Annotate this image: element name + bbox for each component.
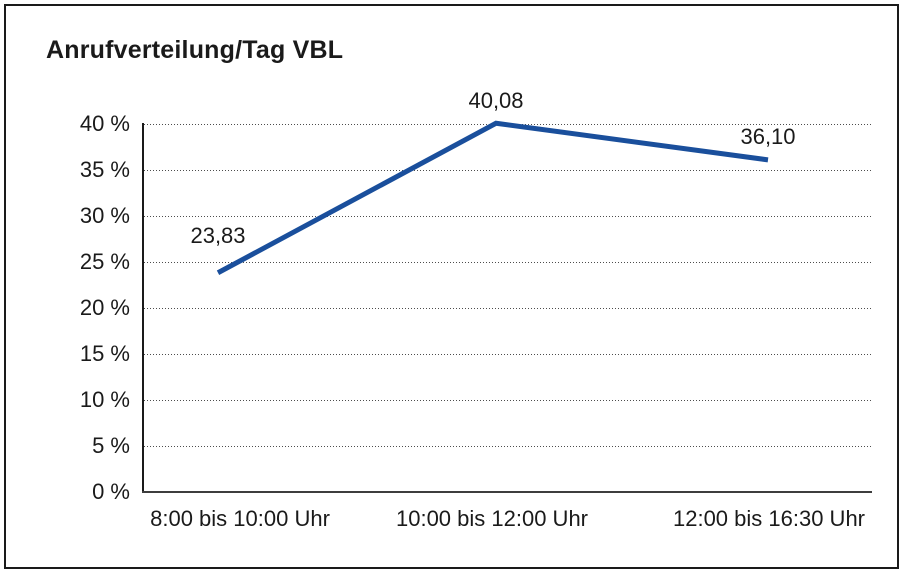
y-tick-label: 30 %	[79, 203, 130, 228]
y-tick-label: 5 %	[92, 433, 130, 458]
chart-title: Anrufverteilung/Tag VBL	[46, 36, 344, 64]
x-tick-label: 8:00 bis 10:00 Uhr	[150, 506, 330, 531]
y-tick-label: 15 %	[79, 341, 130, 366]
gridline	[144, 170, 871, 171]
x-tick-label: 12:00 bis 16:30 Uhr	[672, 506, 866, 531]
gridline	[144, 216, 871, 217]
gridline	[144, 446, 871, 447]
gridline	[144, 262, 871, 263]
data-label: 36,10	[740, 123, 796, 149]
y-tick-label: 20 %	[79, 295, 130, 320]
gridline	[144, 400, 871, 401]
series-line	[216, 120, 769, 275]
gridline	[144, 354, 871, 355]
x-tick-label: 10:00 bis 12:00 Uhr	[395, 506, 589, 531]
y-tick-label: 35 %	[79, 157, 130, 182]
y-axis-line	[142, 123, 144, 493]
x-axis-line	[142, 491, 872, 493]
chart-frame: Anrufverteilung/Tag VBL	[4, 4, 899, 569]
gridline	[144, 308, 871, 309]
y-tick-label: 10 %	[79, 387, 130, 412]
y-tick-label: 25 %	[79, 249, 130, 274]
data-label: 40,08	[468, 88, 524, 114]
data-label: 23,83	[190, 222, 246, 248]
y-tick-label: 0 %	[92, 479, 130, 504]
y-tick-label: 40 %	[79, 111, 130, 136]
